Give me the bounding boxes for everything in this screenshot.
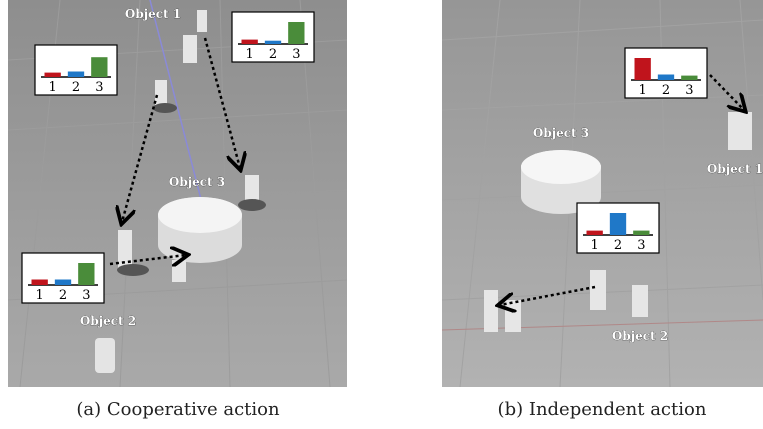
inset-bar: [610, 213, 626, 235]
inset-category: 3: [637, 238, 645, 253]
caption: (a) Cooperative action: [76, 399, 280, 420]
inset-bar: [68, 72, 84, 78]
inset-bar: [681, 76, 697, 80]
inset-category: 3: [685, 83, 693, 98]
inset-category: 1: [36, 288, 44, 303]
object-label: Object 3: [533, 126, 589, 140]
inset-bar: [633, 231, 649, 235]
inset-category: 1: [49, 80, 57, 95]
inset-category: 2: [614, 238, 622, 253]
object-label: Object 2: [80, 314, 136, 328]
inset-category: 3: [82, 288, 90, 303]
inset-bar: [265, 41, 281, 44]
inset-bar: [45, 73, 61, 77]
object-label: Object 3: [169, 175, 225, 189]
inset-category: 1: [591, 238, 599, 253]
inset-bar: [78, 263, 94, 285]
inset-bar: [635, 58, 651, 80]
inset-category: 2: [59, 288, 67, 303]
inset-bar: [587, 231, 603, 235]
inset-category: 2: [662, 83, 670, 98]
inset-bar: [55, 280, 71, 286]
inset-category: 3: [292, 47, 300, 62]
caption: (b) Independent action: [498, 399, 707, 420]
page: (a) Cooperative action Object 1 Object 3 Ob…: [0, 0, 763, 429]
object-label: Object 1: [125, 7, 181, 21]
figure: (a) Cooperative action Object 1 Object 3 Ob…: [0, 0, 763, 429]
inset-category: 2: [269, 47, 277, 62]
panel-b-scene: [442, 0, 763, 387]
inset-category: 3: [95, 80, 103, 95]
inset-category: 1: [639, 83, 647, 98]
object-label: Object 1: [707, 162, 763, 176]
inset-bar: [658, 75, 674, 81]
inset-category: 1: [246, 47, 254, 62]
inset-bar: [32, 280, 48, 286]
inset-bar: [91, 57, 107, 77]
inset-bar: [288, 22, 304, 44]
inset-bar: [242, 40, 258, 44]
object-label: Object 2: [612, 329, 668, 343]
inset-category: 2: [72, 80, 80, 95]
